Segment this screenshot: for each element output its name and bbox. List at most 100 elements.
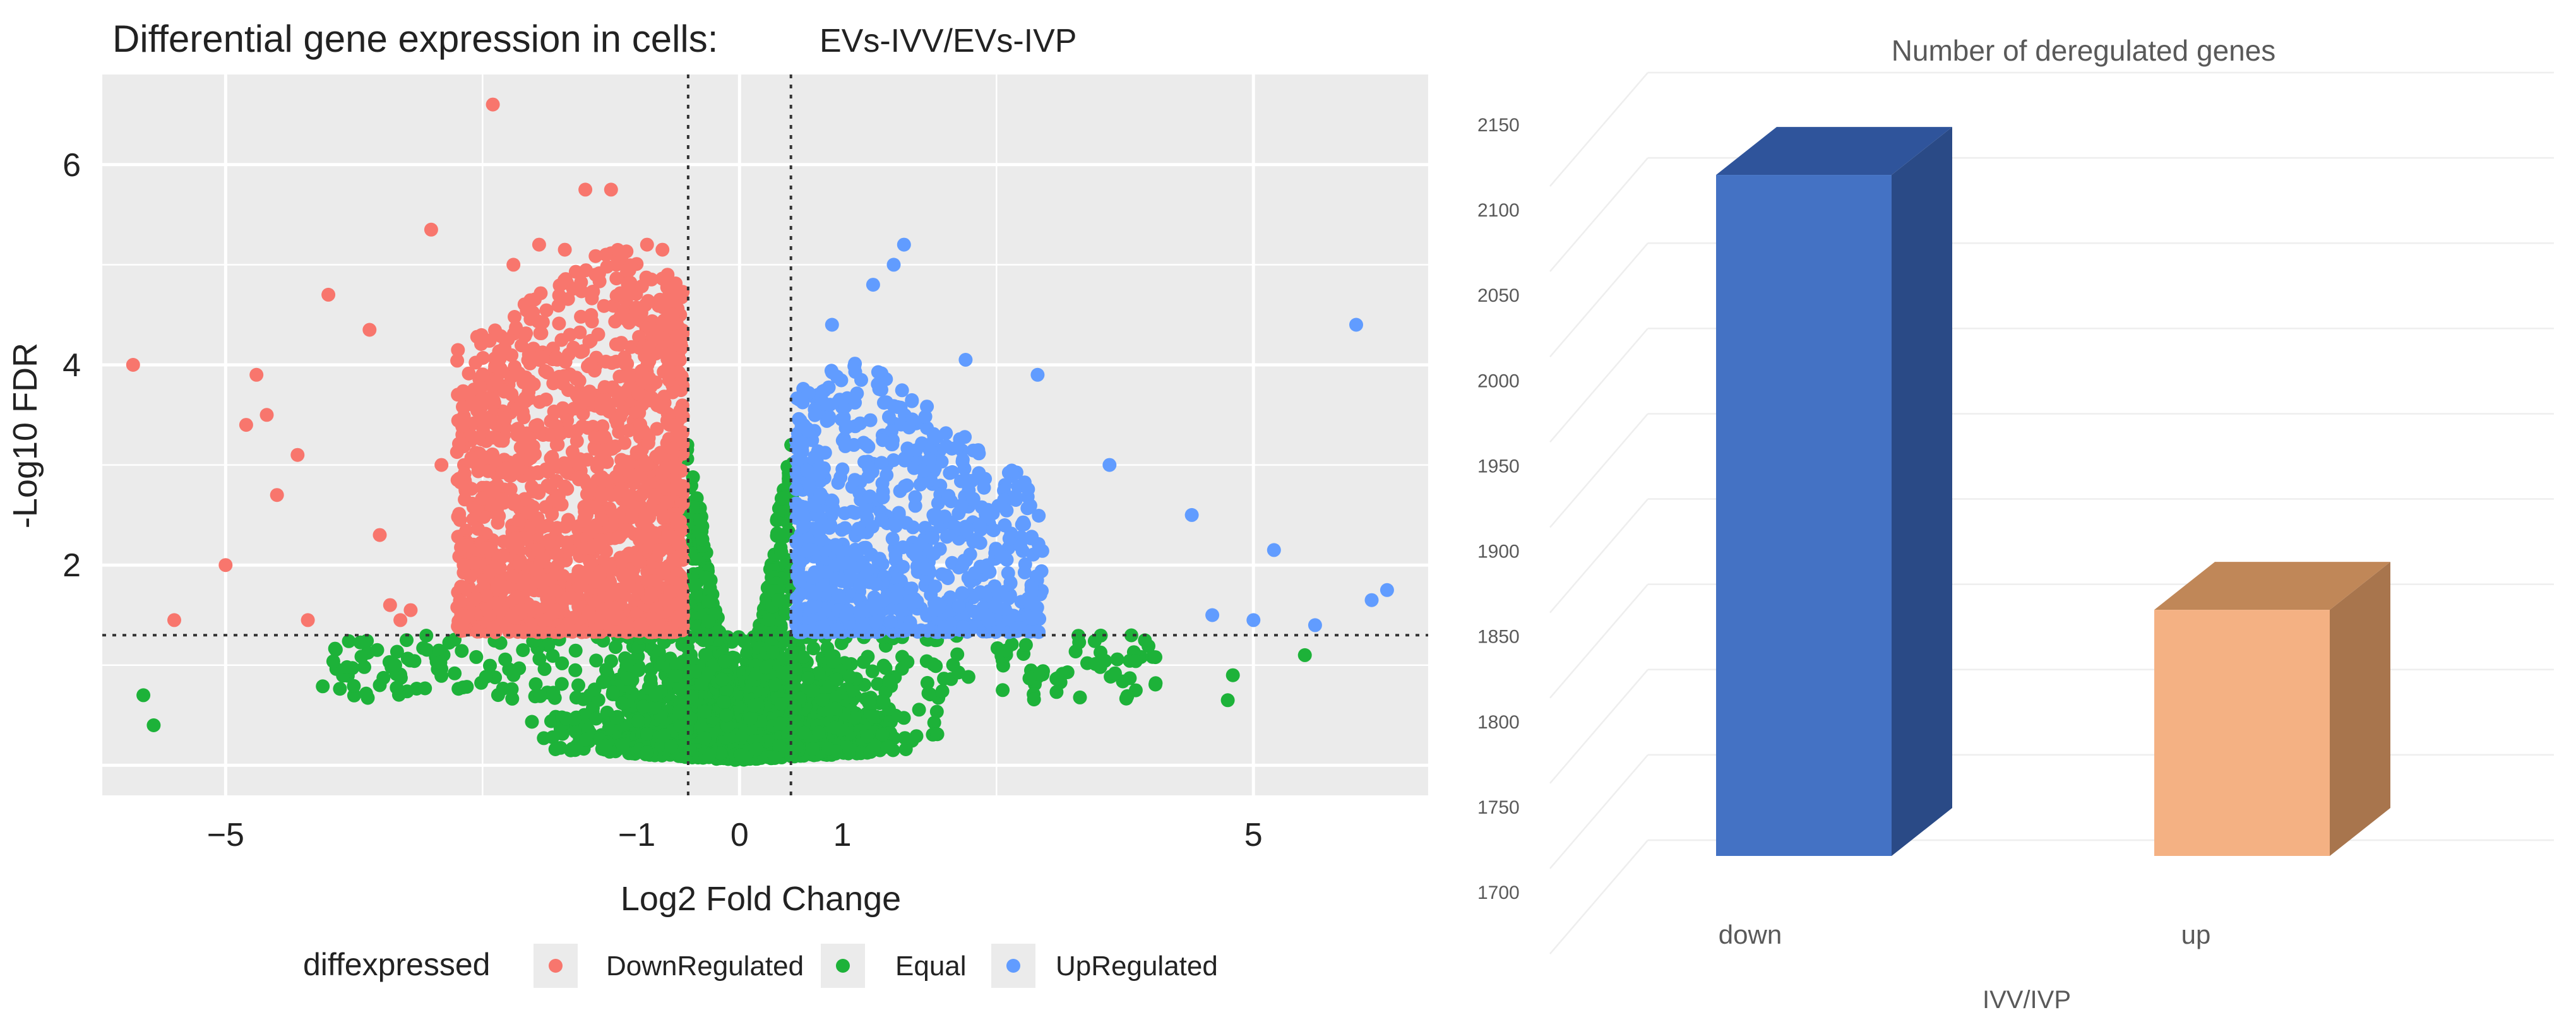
point-upregulated [835,523,849,537]
point-upregulated [825,318,839,332]
point-downregulated [633,417,648,432]
point-downregulated [489,596,503,610]
point-downregulated [480,412,494,425]
point-equal [693,513,707,528]
point-equal [571,678,585,692]
point-upregulated [920,400,934,414]
point-equal [816,703,831,718]
point-equal [847,711,862,725]
point-downregulated [652,543,667,558]
volcano-subtitle: EVs-IVV/EVs-IVP [820,23,1076,59]
point-downregulated [642,371,657,385]
point-equal [999,643,1013,658]
point-downregulated [321,287,336,302]
volcano-gridlines [102,74,1428,795]
point-equal [811,725,826,740]
point-downregulated [663,585,677,599]
point-equal [546,686,561,700]
point-equal [862,696,876,710]
point-upregulated [1029,569,1044,583]
point-downregulated [580,487,594,501]
point-upregulated [876,490,890,504]
point-downregulated [592,472,607,487]
point-upregulated [838,439,852,453]
point-equal [616,739,630,753]
point-downregulated [498,411,512,425]
point-equal [1094,645,1107,660]
point-downregulated [549,547,564,561]
point-upregulated [939,530,954,544]
point-downregulated [373,528,387,542]
point-upregulated [885,531,900,546]
point-upregulated [938,509,952,524]
point-downregulated [582,335,597,349]
point-equal [546,730,560,744]
point-upregulated [977,480,991,495]
point-equal [1124,628,1138,643]
point-equal [504,682,519,696]
point-upregulated [1030,367,1045,382]
bar-y-tick-label: 1950 [1477,456,1520,477]
point-equal [701,614,716,629]
point-equal [555,656,569,670]
point-equal [1138,633,1152,648]
point-equal [483,658,497,673]
point-upregulated [835,574,849,588]
point-equal [689,664,703,679]
legend-dot-equal [836,959,850,973]
point-downregulated [645,612,660,626]
point-equal [672,682,687,696]
point-equal [865,664,880,679]
point-upregulated [814,533,828,547]
bar-up [2154,610,2330,856]
point-downregulated [383,598,397,612]
point-downregulated [564,624,579,638]
point-downregulated [249,367,264,382]
point-downregulated [639,458,653,472]
point-downregulated [655,242,670,257]
point-equal [648,688,663,703]
point-upregulated [958,353,973,367]
point-downregulated [239,418,253,432]
point-upregulated [895,383,909,398]
point-downregulated [530,418,545,432]
point-upregulated [848,506,862,520]
point-downregulated [504,609,519,624]
point-equal [681,640,695,655]
point-downregulated [609,412,623,427]
point-downregulated [362,323,377,337]
point-equal [333,682,347,696]
point-upregulated [800,463,814,478]
point-equal [516,643,530,657]
point-upregulated [918,561,932,576]
point-upregulated [988,599,1003,614]
point-equal [842,670,857,684]
point-equal [390,644,404,659]
point-downregulated [549,350,564,365]
point-downregulated [455,618,469,632]
point-equal [830,672,844,687]
point-equal [719,708,734,723]
point-downregulated [561,513,575,527]
point-upregulated [869,577,883,591]
point-equal [702,747,717,762]
point-equal [640,745,654,759]
point-equal [828,701,842,716]
point-upregulated [880,395,893,410]
point-downregulated [549,473,564,488]
point-equal [564,743,578,757]
point-equal [771,593,785,607]
point-downregulated [594,513,609,527]
point-equal [734,748,748,763]
point-upregulated [789,607,803,622]
point-upregulated [926,531,940,545]
point-upregulated [1017,517,1031,531]
point-equal [390,680,404,695]
point-downregulated [522,385,536,400]
point-downregulated [545,449,559,464]
point-downregulated [673,403,688,418]
point-equal [400,633,414,648]
point-equal [719,683,734,698]
point-downregulated [559,463,573,478]
point-downregulated [553,427,568,441]
